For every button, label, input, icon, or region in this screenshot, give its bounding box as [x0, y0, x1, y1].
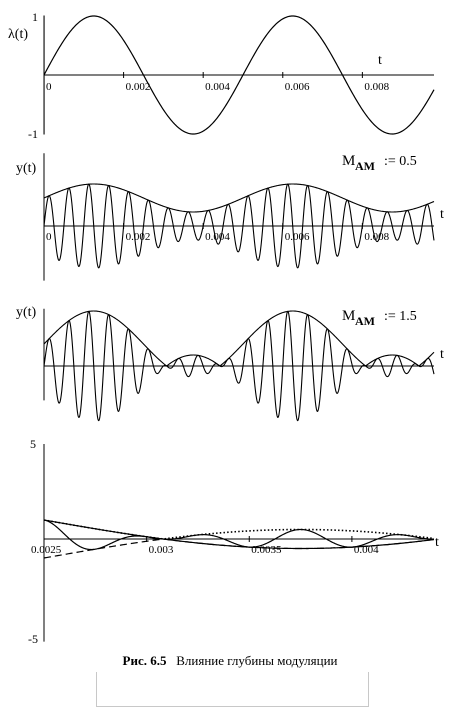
p1-ytick-min: -1	[28, 127, 38, 141]
p1-x-label: t	[378, 53, 382, 68]
p4-series-abs-envelope	[43, 519, 435, 540]
p4-ytick-max: 5	[30, 437, 36, 451]
p2-xtick-label: 0.006	[285, 231, 310, 243]
p4-xtick-label: 0.003	[149, 544, 174, 556]
footer-frame	[96, 672, 369, 707]
p2-y-label: y(t)	[16, 161, 37, 176]
p2-series-envelope	[43, 183, 435, 213]
p2-xtick-label: 0.008	[364, 231, 389, 243]
figure-caption: Рис. 6.5 Влияние глубины модуляции	[0, 653, 460, 669]
p2-annotation-m: M	[342, 153, 355, 169]
p1-xtick-label: 0.004	[205, 81, 230, 93]
p1-ytick-max: 1	[32, 10, 38, 24]
p2-xtick-label: 0	[46, 231, 52, 243]
p1-xtick-label: 0.006	[285, 81, 310, 93]
p4-xtick-label: 0.0035	[251, 544, 282, 556]
p4-series-envelope-solid	[43, 519, 435, 550]
p1-y-label: λ(t)	[8, 27, 28, 42]
p3-x-label: t	[440, 347, 444, 362]
p1-xtick-label: 0	[46, 81, 52, 93]
p2-xtick-label: 0.002	[126, 231, 151, 243]
p2-xtick-label: 0.004	[205, 231, 230, 243]
p4-series-signal	[43, 519, 434, 551]
p3-annotation-sub: AM	[355, 314, 375, 328]
p3-annotation-m: M	[342, 308, 355, 324]
p4-xtick-label: 0.0025	[31, 544, 62, 556]
p3-y-label: y(t)	[16, 305, 37, 320]
p3-series-envelope	[43, 310, 435, 367]
p4-x-label: t	[435, 535, 439, 550]
p2-x-label: t	[440, 207, 444, 222]
p1-series-lambda	[43, 15, 435, 135]
p1-xtick-label: 0.002	[126, 81, 151, 93]
figure-number: Рис. 6.5	[122, 653, 167, 668]
p2-annotation-sub: AM	[355, 159, 375, 173]
figure-caption-text: Влияние глубины модуляции	[176, 653, 338, 668]
p1-xtick-label: 0.008	[364, 81, 389, 93]
p4-ytick-min: -5	[28, 632, 38, 646]
p3-annotation-value: := 1.5	[384, 309, 417, 324]
p2-annotation-value: := 0.5	[384, 154, 417, 169]
